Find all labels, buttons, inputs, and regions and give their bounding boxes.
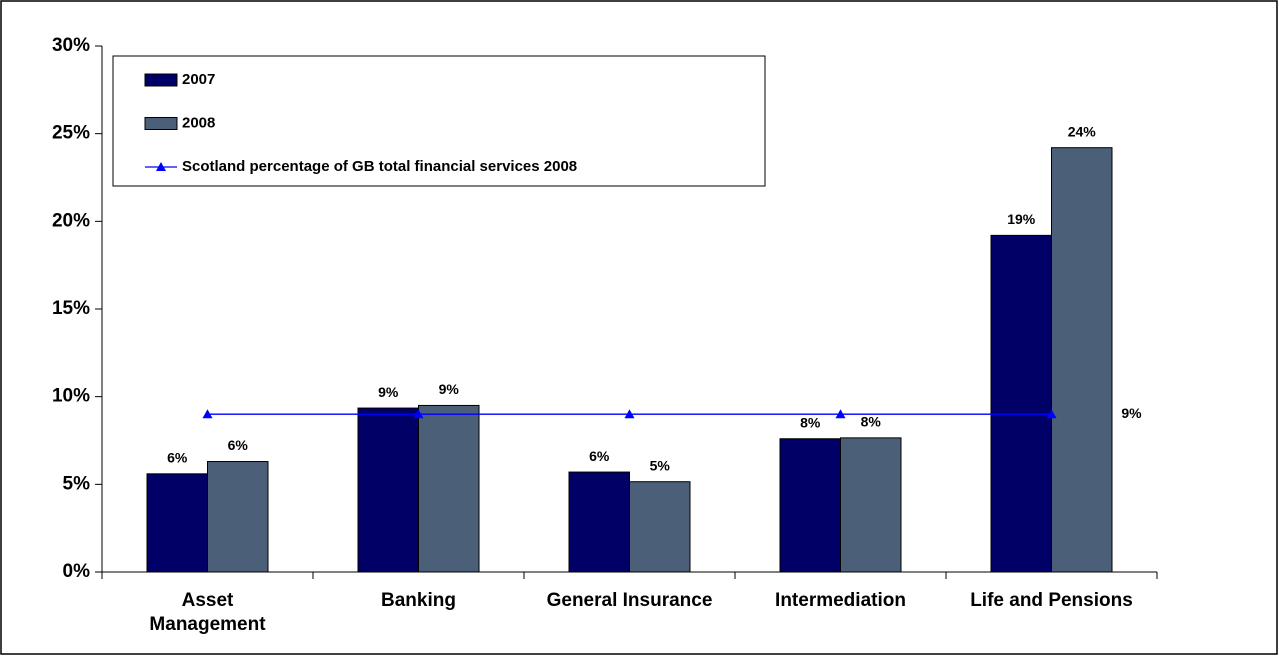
bar [568, 471, 630, 573]
line-marker [1046, 409, 1057, 419]
x-tick-label: Intermediation [775, 590, 906, 611]
legend-swatch [144, 73, 178, 87]
data-label: 9% [378, 384, 399, 400]
line-marker [202, 409, 213, 419]
legend-label: Scotland percentage of GB total financia… [182, 158, 577, 175]
legend-swatch [144, 117, 178, 130]
legend-label: 2007 [182, 71, 215, 88]
data-label: 9% [439, 381, 460, 397]
y-tick-label: 20% [52, 210, 90, 231]
bar [990, 234, 1052, 573]
x-tick-label: General Insurance [546, 590, 713, 611]
legend-marker [156, 162, 166, 171]
line-marker [413, 409, 424, 419]
bar [629, 481, 691, 573]
y-tick-label: 25% [52, 123, 90, 144]
data-label: 6% [589, 448, 610, 464]
data-label: 5% [650, 457, 671, 473]
data-label: 6% [167, 450, 188, 466]
data-label: 19% [1007, 211, 1036, 227]
data-label: 9% [1121, 405, 1142, 421]
y-tick-label: 0% [63, 561, 91, 582]
data-label: 8% [861, 414, 882, 430]
bar [1051, 147, 1113, 573]
line-marker [624, 409, 635, 419]
y-tick-label: 30% [52, 35, 90, 56]
bar [418, 404, 480, 573]
y-tick-label: 15% [52, 298, 90, 319]
legend-label: 2008 [182, 114, 215, 131]
y-tick-label: 5% [63, 473, 91, 494]
x-tick-label: Life and Pensions [970, 590, 1133, 611]
bar [207, 461, 269, 573]
bar [357, 407, 419, 573]
bar [779, 438, 841, 573]
bar [840, 437, 902, 573]
x-tick-label: Banking [381, 590, 456, 611]
data-label: 24% [1068, 123, 1097, 139]
line-marker [835, 409, 846, 419]
x-tick-label: Asset Management [149, 590, 266, 635]
y-tick-label: 10% [52, 386, 90, 407]
data-label: 6% [228, 437, 249, 453]
data-label: 8% [800, 414, 821, 430]
bar [146, 473, 208, 573]
legend-box [112, 55, 766, 187]
